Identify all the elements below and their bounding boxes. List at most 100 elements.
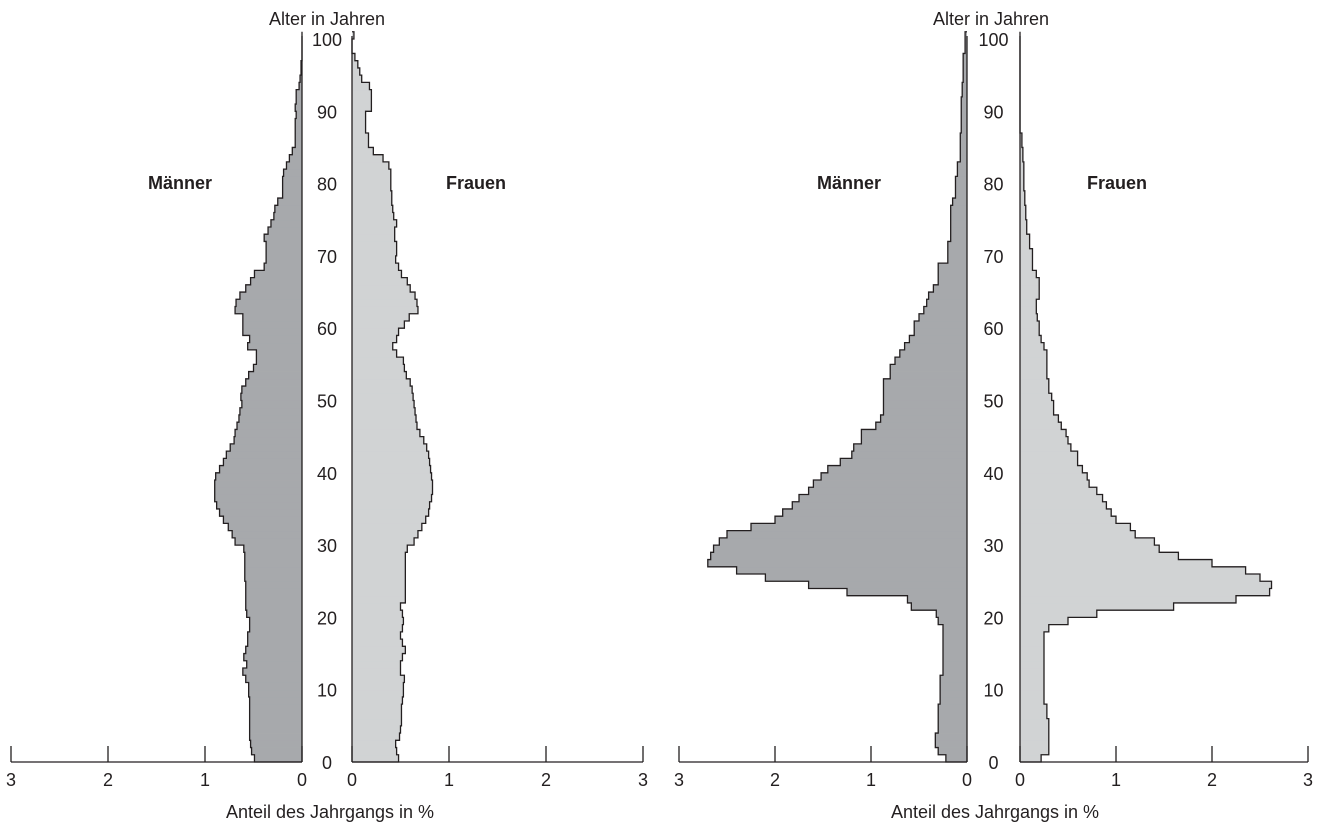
bar-men-age-17	[943, 631, 967, 640]
bar-men-age-54	[890, 364, 967, 372]
bar-women-age-65	[352, 284, 411, 293]
women-bars	[352, 31, 433, 763]
bar-men-age-26	[244, 566, 302, 575]
bar-men-age-34	[219, 508, 302, 517]
bar-women-age-37	[1020, 487, 1097, 495]
bar-women-age-6	[352, 711, 402, 720]
bar-men-age-19	[938, 617, 967, 626]
bar-men-age-5	[938, 718, 967, 727]
bar-men-age-59	[242, 328, 302, 336]
bar-men-age-77	[952, 198, 967, 206]
bar-women-age-73	[1020, 226, 1027, 235]
age-tick-label-80: 80	[983, 175, 1003, 195]
bar-women-age-1	[352, 747, 397, 756]
x-tick-label-men-0: 0	[962, 770, 972, 790]
bar-men-age-51	[241, 386, 302, 394]
bar-women-age-75	[1020, 212, 1026, 221]
bar-women-age-18	[352, 624, 403, 633]
bar-men-age-22	[245, 595, 302, 604]
bar-women-age-71	[1020, 241, 1030, 250]
bar-women-age-5	[1020, 718, 1049, 727]
bar-men-age-27	[244, 559, 302, 568]
men-label: Männer	[148, 173, 212, 193]
bar-men-age-100	[965, 31, 967, 40]
bar-men-age-75	[950, 212, 967, 221]
bar-men-age-8	[249, 696, 302, 705]
bar-women-age-57	[352, 342, 393, 351]
bar-men-age-86	[295, 132, 302, 141]
bar-women-age-46	[1020, 422, 1062, 430]
bar-women-age-62	[1020, 306, 1037, 315]
bar-women-age-69	[1020, 255, 1033, 264]
bar-women-age-42	[1020, 451, 1078, 459]
bar-women-age-16	[352, 639, 403, 647]
bar-men-age-37	[214, 487, 302, 495]
bar-women-age-51	[352, 386, 413, 394]
bar-women-age-9	[352, 689, 404, 698]
bar-women-age-7	[1020, 704, 1047, 712]
bar-women-age-89	[352, 111, 366, 119]
bar-men-age-41	[223, 458, 302, 466]
bar-men-age-28	[244, 552, 302, 560]
bar-women-age-36	[352, 494, 432, 503]
bar-men-age-33	[775, 516, 967, 524]
bar-women-age-68	[1020, 263, 1033, 271]
bar-women-age-18	[1020, 624, 1049, 633]
bar-men-age-25	[244, 574, 302, 582]
age-tick-label-70: 70	[317, 247, 337, 267]
age-tick-label-60: 60	[983, 319, 1003, 339]
bar-men-age-61	[242, 313, 302, 322]
bar-men-age-29	[713, 545, 967, 553]
bar-women-age-4	[352, 725, 401, 734]
bar-women-age-13	[1020, 660, 1044, 669]
bar-women-age-77	[352, 198, 392, 206]
bar-men-age-7	[938, 704, 967, 712]
bar-men-age-60	[914, 320, 967, 329]
age-tick-label-0: 0	[988, 753, 998, 773]
bar-women-age-12	[1020, 668, 1044, 676]
x-tick-label-men-1: 1	[866, 770, 876, 790]
bar-women-age-15	[1020, 646, 1044, 654]
bar-women-age-72	[1020, 234, 1030, 242]
bar-women-age-73	[352, 226, 395, 235]
age-tick-label-90: 90	[983, 102, 1003, 122]
bar-men-age-40	[827, 465, 967, 474]
bar-men-age-98	[965, 46, 967, 54]
x-tick-label-men-0: 0	[297, 770, 307, 790]
bar-women-age-54	[1020, 364, 1047, 372]
bar-men-age-2	[250, 740, 302, 748]
bar-women-age-38	[1020, 480, 1090, 488]
bar-women-age-78	[352, 190, 392, 199]
bar-women-age-27	[352, 559, 406, 568]
bar-women-age-34	[352, 508, 429, 517]
bar-women-age-86	[352, 132, 369, 141]
x-tick-label-women-0: 0	[347, 770, 357, 790]
bar-women-age-79	[1020, 183, 1024, 192]
men-bars	[707, 31, 967, 763]
bar-men-age-82	[286, 161, 302, 170]
bar-men-age-43	[853, 443, 967, 452]
bar-women-age-60	[1020, 320, 1040, 329]
bar-women-age-74	[352, 219, 397, 228]
bar-men-age-47	[238, 414, 302, 423]
bar-women-age-14	[352, 653, 403, 662]
bar-men-age-7	[249, 704, 302, 712]
bar-women-age-78	[1020, 190, 1025, 199]
women-label: Frauen	[1087, 173, 1147, 193]
bar-men-age-99	[965, 39, 967, 47]
bar-men-age-45	[861, 429, 967, 438]
bar-women-age-13	[352, 660, 401, 669]
bar-men-age-53	[248, 371, 302, 380]
bar-men-age-79	[955, 183, 967, 192]
bar-men-age-69	[266, 255, 302, 264]
bar-men-age-62	[923, 306, 967, 315]
x-tick-label-women-2: 2	[541, 770, 551, 790]
bar-women-age-100	[352, 31, 354, 40]
bar-women-age-17	[1020, 631, 1044, 640]
bar-men-age-95	[963, 67, 967, 76]
bar-women-age-33	[352, 516, 426, 524]
bar-men-age-46	[237, 422, 302, 430]
bar-women-age-22	[1020, 595, 1236, 604]
bar-women-age-79	[352, 183, 391, 192]
